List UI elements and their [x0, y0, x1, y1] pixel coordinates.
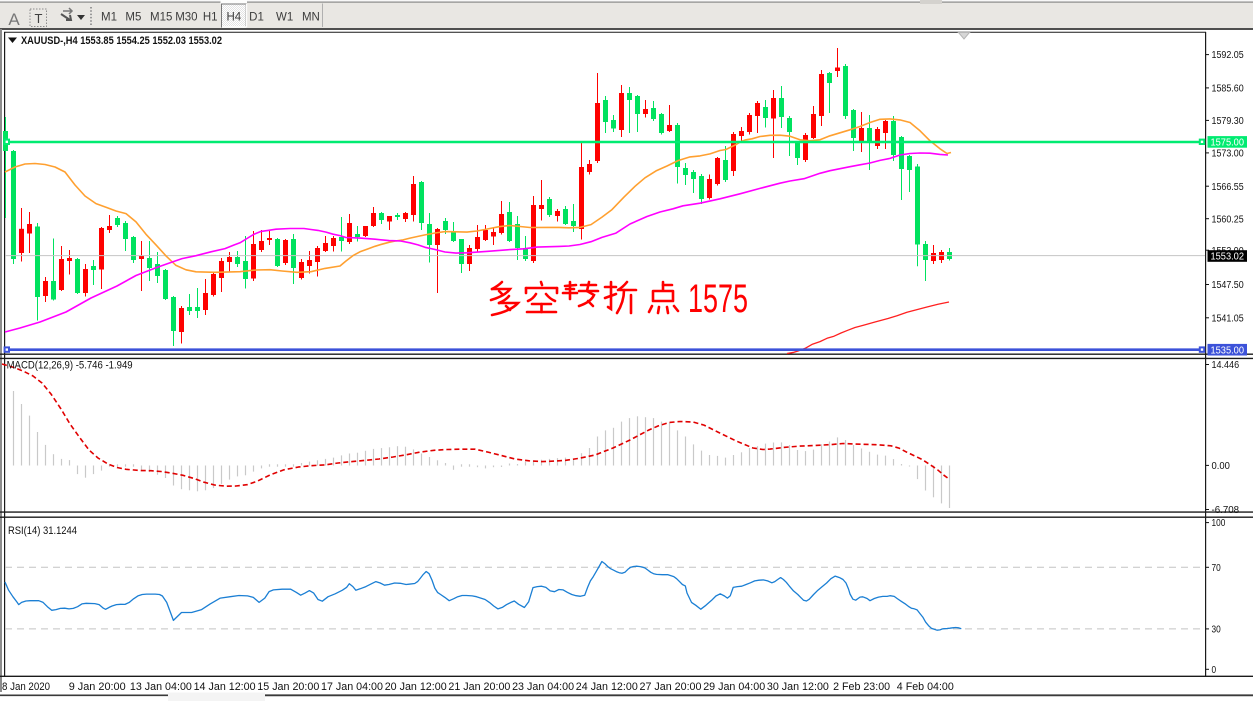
- svg-text:1585.60: 1585.60: [1212, 84, 1245, 95]
- svg-text:14 Jan 12:00: 14 Jan 12:00: [194, 681, 256, 693]
- svg-text:14.446: 14.446: [1212, 360, 1240, 371]
- svg-text:23 Jan 04:00: 23 Jan 04:00: [512, 681, 574, 693]
- svg-text:15 Jan 20:00: 15 Jan 20:00: [257, 681, 319, 693]
- svg-text:9 Jan 20:00: 9 Jan 20:00: [69, 681, 126, 693]
- svg-text:1553.02: 1553.02: [1211, 252, 1245, 263]
- svg-text:M30: M30: [175, 12, 197, 24]
- svg-text:T: T: [35, 11, 43, 26]
- svg-text:30: 30: [1212, 625, 1222, 636]
- svg-text:1535.00: 1535.00: [1211, 345, 1245, 356]
- svg-text:13 Jan 04:00: 13 Jan 04:00: [130, 681, 192, 693]
- svg-text:-6.708: -6.708: [1212, 505, 1240, 516]
- svg-text:24 Jan 12:00: 24 Jan 12:00: [576, 681, 638, 693]
- svg-text:0: 0: [1212, 665, 1217, 676]
- svg-text:4 Feb 04:00: 4 Feb 04:00: [897, 681, 954, 693]
- svg-text:29 Jan 04:00: 29 Jan 04:00: [703, 681, 765, 693]
- svg-text:1575.00: 1575.00: [1211, 138, 1245, 149]
- svg-text:1566.55: 1566.55: [1212, 182, 1245, 193]
- svg-text:1541.05: 1541.05: [1212, 313, 1245, 324]
- svg-text:21 Jan 20:00: 21 Jan 20:00: [448, 681, 510, 693]
- svg-text:0.00: 0.00: [1212, 461, 1231, 472]
- svg-text:1560.25: 1560.25: [1212, 214, 1245, 225]
- svg-text:70: 70: [1212, 563, 1222, 574]
- svg-text:H1: H1: [203, 12, 218, 24]
- svg-text:A: A: [8, 10, 20, 29]
- svg-text:1592.05: 1592.05: [1212, 50, 1245, 61]
- svg-text:W1: W1: [276, 12, 293, 24]
- svg-text:1579.30: 1579.30: [1212, 116, 1245, 127]
- svg-text:RSI(14) 31.1244: RSI(14) 31.1244: [8, 525, 77, 537]
- svg-text:D1: D1: [249, 12, 264, 24]
- svg-text:8 Jan 2020: 8 Jan 2020: [2, 681, 50, 693]
- svg-text:2 Feb 23:00: 2 Feb 23:00: [833, 681, 890, 693]
- svg-text:XAUUSD-,H4 1553.85 1554.25 15: XAUUSD-,H4 1553.85 1554.25 1552.03 1553.…: [21, 35, 222, 47]
- svg-text:20 Jan 12:00: 20 Jan 12:00: [385, 681, 447, 693]
- svg-text:M5: M5: [125, 12, 141, 24]
- svg-text:17 Jan 04:00: 17 Jan 04:00: [321, 681, 383, 693]
- svg-text:MACD(12,26,9) -5.746 -1.949: MACD(12,26,9) -5.746 -1.949: [7, 360, 133, 372]
- svg-text:H4: H4: [226, 12, 241, 24]
- svg-text:30 Jan 12:00: 30 Jan 12:00: [767, 681, 829, 693]
- svg-text:27 Jan 20:00: 27 Jan 20:00: [640, 681, 702, 693]
- svg-text:M15: M15: [150, 12, 172, 24]
- svg-text:1575: 1575: [688, 277, 748, 321]
- svg-text:M1: M1: [101, 12, 117, 24]
- svg-text:1573.00: 1573.00: [1212, 149, 1245, 160]
- svg-text:MN: MN: [302, 12, 320, 24]
- svg-text:100: 100: [1212, 518, 1226, 529]
- svg-text:1547.50: 1547.50: [1212, 280, 1245, 291]
